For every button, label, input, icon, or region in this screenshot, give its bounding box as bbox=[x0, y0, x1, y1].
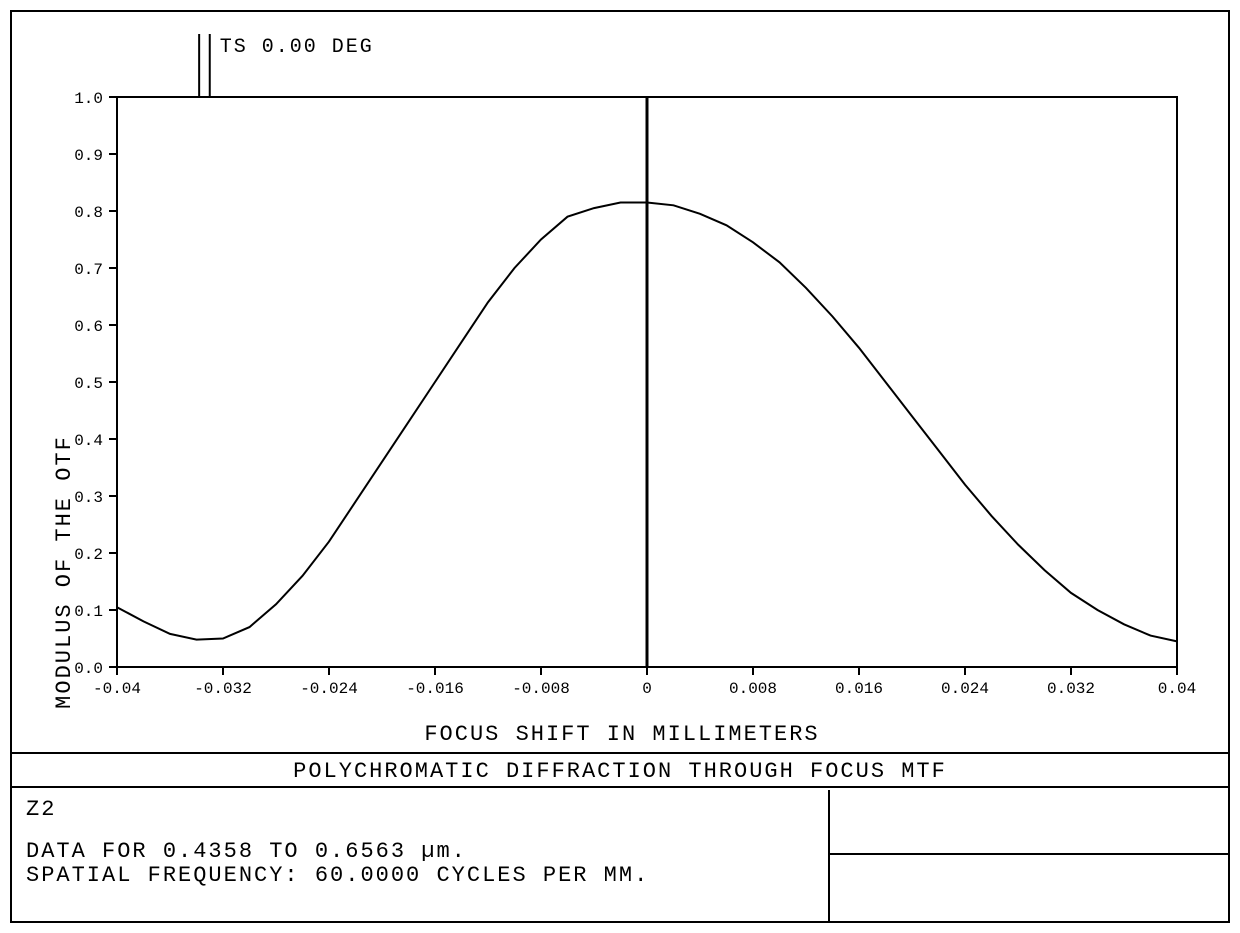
info-left: Z2 DATA FOR 0.4358 TO 0.6563 µm. SPATIAL… bbox=[12, 790, 828, 921]
svg-text:0.008: 0.008 bbox=[729, 680, 777, 698]
svg-text:0.9: 0.9 bbox=[74, 147, 103, 165]
svg-text:0.8: 0.8 bbox=[74, 204, 103, 222]
plot-region: TS 0.00 DEG 0.00.10.20.30.40.50.60.70.80… bbox=[12, 12, 1232, 752]
svg-text:0.04: 0.04 bbox=[1158, 680, 1196, 698]
svg-text:0.5: 0.5 bbox=[74, 375, 103, 393]
mtf-chart: 0.0 0.1 0.2 0.3 0.4 0.5 0.6 0.7 0.8 0.9 1.0 -0.04 -0… bbox=[12, 12, 1232, 752]
svg-text:0.7: 0.7 bbox=[74, 261, 103, 279]
svg-text:0.3: 0.3 bbox=[74, 489, 103, 507]
svg-text:0.2: 0.2 bbox=[74, 546, 103, 564]
info-right-top bbox=[828, 790, 1228, 855]
svg-text:-0.008: -0.008 bbox=[512, 680, 570, 698]
svg-text:-0.024: -0.024 bbox=[300, 680, 358, 698]
y-axis-label: MODULUS OF THE OTF bbox=[52, 435, 77, 709]
svg-text:0: 0 bbox=[642, 680, 652, 698]
info-right-bottom bbox=[828, 855, 1228, 921]
lens-name: Z2 bbox=[26, 798, 814, 822]
svg-text:0.4: 0.4 bbox=[74, 432, 103, 450]
svg-text:0.0: 0.0 bbox=[74, 660, 103, 678]
svg-text:0.6: 0.6 bbox=[74, 318, 103, 336]
svg-text:0.1: 0.1 bbox=[74, 603, 103, 621]
legend-label: TS 0.00 DEG bbox=[220, 36, 374, 59]
outer-frame: TS 0.00 DEG 0.00.10.20.30.40.50.60.70.80… bbox=[10, 10, 1230, 923]
chart-title: POLYCHROMATIC DIFFRACTION THROUGH FOCUS … bbox=[12, 752, 1228, 788]
svg-text:-0.04: -0.04 bbox=[93, 680, 141, 698]
svg-text:0.016: 0.016 bbox=[835, 680, 883, 698]
svg-text:-0.032: -0.032 bbox=[194, 680, 252, 698]
svg-text:1.0: 1.0 bbox=[74, 90, 103, 108]
svg-text:0.032: 0.032 bbox=[1047, 680, 1095, 698]
spatial-frequency-line: SPATIAL FREQUENCY: 60.0000 CYCLES PER MM… bbox=[26, 864, 814, 888]
x-axis-label: FOCUS SHIFT IN MILLIMETERS bbox=[12, 722, 1232, 747]
data-range-line: DATA FOR 0.4358 TO 0.6563 µm. bbox=[26, 840, 814, 864]
svg-text:0.024: 0.024 bbox=[941, 680, 989, 698]
info-region: Z2 DATA FOR 0.4358 TO 0.6563 µm. SPATIAL… bbox=[12, 790, 1228, 921]
svg-text:-0.016: -0.016 bbox=[406, 680, 464, 698]
